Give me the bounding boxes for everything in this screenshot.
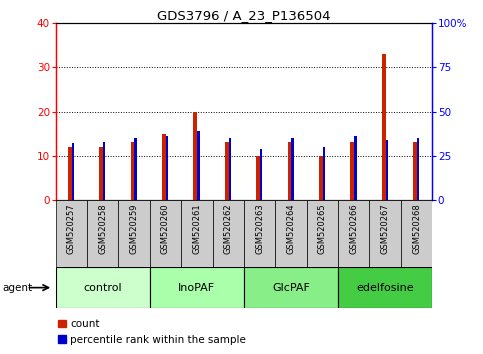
Text: GlcPAF: GlcPAF bbox=[272, 282, 310, 293]
Bar bbox=[244, 267, 338, 308]
Text: GSM520266: GSM520266 bbox=[349, 203, 358, 254]
Bar bbox=[244, 200, 275, 267]
Bar bbox=[275, 200, 307, 267]
Text: edelfosine: edelfosine bbox=[356, 282, 414, 293]
Text: GSM520267: GSM520267 bbox=[381, 203, 390, 254]
Bar bbox=[291, 138, 294, 200]
Bar bbox=[382, 54, 385, 200]
Text: InoPAF: InoPAF bbox=[178, 282, 215, 293]
Bar bbox=[338, 200, 369, 267]
Bar bbox=[71, 143, 74, 200]
Bar bbox=[130, 142, 134, 200]
Text: GSM520268: GSM520268 bbox=[412, 203, 421, 254]
Text: GDS3796 / A_23_P136504: GDS3796 / A_23_P136504 bbox=[157, 9, 331, 22]
Text: GSM520264: GSM520264 bbox=[286, 203, 296, 254]
Bar bbox=[260, 149, 262, 200]
Bar bbox=[103, 142, 105, 200]
Text: GSM520261: GSM520261 bbox=[192, 203, 201, 254]
Bar bbox=[99, 147, 103, 200]
Text: control: control bbox=[84, 282, 122, 293]
Bar bbox=[256, 156, 260, 200]
Bar bbox=[134, 138, 137, 200]
Bar bbox=[350, 142, 354, 200]
Bar bbox=[307, 200, 338, 267]
Bar bbox=[56, 200, 87, 267]
Bar bbox=[150, 200, 181, 267]
Bar bbox=[166, 136, 168, 200]
Text: agent: agent bbox=[2, 282, 32, 293]
Bar bbox=[228, 138, 231, 200]
Text: GSM520259: GSM520259 bbox=[129, 203, 139, 254]
Bar bbox=[401, 200, 432, 267]
Text: GSM520258: GSM520258 bbox=[98, 203, 107, 254]
Bar bbox=[323, 147, 325, 200]
Bar bbox=[87, 200, 118, 267]
Bar bbox=[150, 267, 244, 308]
Bar bbox=[197, 131, 199, 200]
Legend: count, percentile rank within the sample: count, percentile rank within the sample bbox=[54, 315, 250, 349]
Bar bbox=[193, 112, 197, 200]
Bar bbox=[56, 267, 150, 308]
Bar bbox=[413, 142, 417, 200]
Bar bbox=[287, 142, 291, 200]
Bar bbox=[319, 156, 323, 200]
Bar bbox=[354, 136, 356, 200]
Bar bbox=[68, 147, 71, 200]
Text: GSM520263: GSM520263 bbox=[255, 203, 264, 254]
Bar bbox=[385, 140, 388, 200]
Bar bbox=[338, 267, 432, 308]
Bar bbox=[225, 142, 228, 200]
Bar bbox=[181, 200, 213, 267]
Bar bbox=[162, 133, 166, 200]
Text: GSM520262: GSM520262 bbox=[224, 203, 233, 254]
Bar bbox=[417, 138, 419, 200]
Text: GSM520260: GSM520260 bbox=[161, 203, 170, 254]
Text: GSM520265: GSM520265 bbox=[318, 203, 327, 254]
Text: GSM520257: GSM520257 bbox=[67, 203, 76, 254]
Bar bbox=[369, 200, 401, 267]
Bar bbox=[213, 200, 244, 267]
Bar bbox=[118, 200, 150, 267]
